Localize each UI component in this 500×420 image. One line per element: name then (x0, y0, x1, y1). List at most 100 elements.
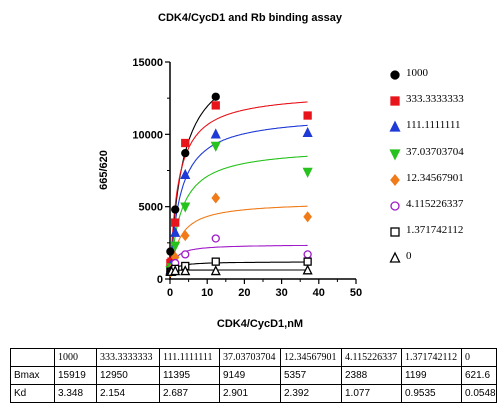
legend-item: 37.03703704 (388, 145, 500, 163)
table-header-cell: 1000 (54, 348, 97, 367)
legend-marker (390, 227, 400, 237)
x-tick-label: 20 (238, 287, 250, 299)
fit-results-table: 1000 333.3333333 111.1111111 37.03703704 12.… (10, 348, 497, 403)
data-point (166, 247, 175, 256)
data-point (210, 128, 221, 139)
legend-marker-shape (389, 148, 401, 161)
legend-marker-shape (390, 173, 400, 186)
plot-svg: 0 10 20 30 40 50 0 5000 10000 15000 (132, 57, 362, 299)
x-tick-label: 50 (350, 287, 362, 299)
data-point (210, 141, 221, 152)
table-header-cell: 0 (461, 348, 497, 367)
fit-curve (169, 244, 308, 280)
legend-marker-shape (390, 227, 400, 237)
legend-item: 4.115226337 (388, 197, 500, 215)
legend-marker-shape (390, 201, 400, 211)
table-cell: 2.392 (280, 384, 342, 403)
chart-title: CDK4/CycD1 and Rb binding assay (158, 12, 342, 24)
table-cell: 9149 (219, 366, 281, 385)
data-point (181, 148, 190, 158)
table-cell: 2.154 (96, 384, 160, 403)
legend-label: 333.3333333 (406, 93, 464, 106)
x-tick-label: 10 (201, 287, 213, 299)
fit-curve (169, 96, 217, 280)
legend-marker (390, 173, 400, 186)
legend-marker (389, 120, 401, 133)
data-point (211, 257, 220, 266)
legend-item: 0 (388, 249, 500, 267)
data-point (171, 205, 180, 214)
y-tick-label: 10000 (132, 129, 163, 141)
legend-marker-shape (389, 251, 401, 264)
data-point (303, 257, 312, 266)
table-header-cell: 1.371742112 (401, 348, 462, 367)
y-tick-label: 5000 (139, 202, 163, 214)
legend-marker (389, 251, 401, 264)
data-point (171, 218, 180, 227)
legend-item: 111.1111111 (388, 118, 500, 136)
table-row-label: Bmax (10, 366, 55, 385)
table-header-cell: 37.03703704 (219, 348, 281, 367)
legend-item: 1000 (388, 66, 500, 84)
legend-label: 0 (406, 250, 412, 263)
data-point (302, 167, 313, 178)
legend-item: 1.371742112 (388, 223, 500, 241)
x-axis-label: CDK4/CycD1,nM (216, 318, 304, 330)
legend-marker (390, 70, 400, 80)
table-header-cell: 333.3333333 (96, 348, 160, 367)
x-tick-label: 0 (167, 287, 173, 299)
legend-item: 333.3333333 (388, 92, 500, 110)
table-header-cell: 4.115226337 (341, 348, 402, 367)
fit-curve (169, 101, 308, 280)
legend-label: 4.115226337 (406, 198, 464, 210)
data-point (180, 202, 191, 213)
table-cell: 12950 (96, 366, 160, 385)
data-point (302, 264, 313, 275)
data-point (303, 250, 312, 259)
table-cell: 15919 (54, 366, 97, 385)
y-tick-label: 0 (157, 274, 163, 286)
data-point (303, 211, 312, 223)
legend-marker-shape (390, 70, 400, 80)
data-point (170, 265, 181, 276)
fit-curve (169, 261, 308, 280)
data-point (181, 250, 190, 259)
data-point (303, 111, 312, 120)
table-cell: 2.901 (219, 384, 281, 403)
legend-label: 1.371742112 (406, 224, 464, 237)
legend-label: 12.34567901 (406, 171, 464, 184)
data-point (211, 192, 221, 204)
data-point (170, 241, 181, 252)
table-header-cell (10, 348, 55, 367)
legend-label: 1000 (406, 67, 428, 79)
legend-item: 12.34567901 (388, 171, 500, 189)
table-header-row: 1000 333.3333333 111.1111111 37.03703704 12.… (10, 348, 497, 367)
x-tick-label: 40 (313, 287, 325, 299)
data-point (302, 126, 313, 138)
fit-curve (169, 155, 308, 280)
fit-curve (169, 205, 308, 280)
table-row: Bmax 15919 12950 11395 9149 5357 2388 1199 621.6 (10, 366, 497, 385)
data-point (180, 265, 191, 276)
data-point (180, 168, 191, 179)
legend-marker (390, 96, 400, 106)
table-cell: 5357 (280, 366, 342, 385)
table-cell: 1199 (401, 366, 462, 385)
table-header-cell: 111.1111111 (159, 348, 220, 367)
table-header-cell: 12.34567901 (280, 348, 342, 367)
table-row-label: Kd (10, 384, 55, 403)
table-row: Kd 3.348 2.154 2.687 2.901 2.392 1.077 0.9535 0.… (10, 384, 497, 403)
data-point (211, 92, 220, 101)
table-cell: 0.9535 (401, 384, 462, 403)
chart-area: CDK4/CycD1 and Rb binding assay 665/620 … (98, 12, 500, 330)
table-cell: 0.05489 (461, 384, 497, 403)
table-cell: 2.687 (159, 384, 220, 403)
fit-curve (169, 269, 308, 280)
x-tick-label: 30 (275, 287, 287, 299)
data-point (211, 101, 220, 110)
data-point (181, 138, 190, 148)
legend-marker (389, 148, 401, 161)
legend-label: 111.1111111 (406, 119, 461, 132)
table-cell: 621.6 (461, 366, 497, 385)
data-point (180, 230, 190, 242)
